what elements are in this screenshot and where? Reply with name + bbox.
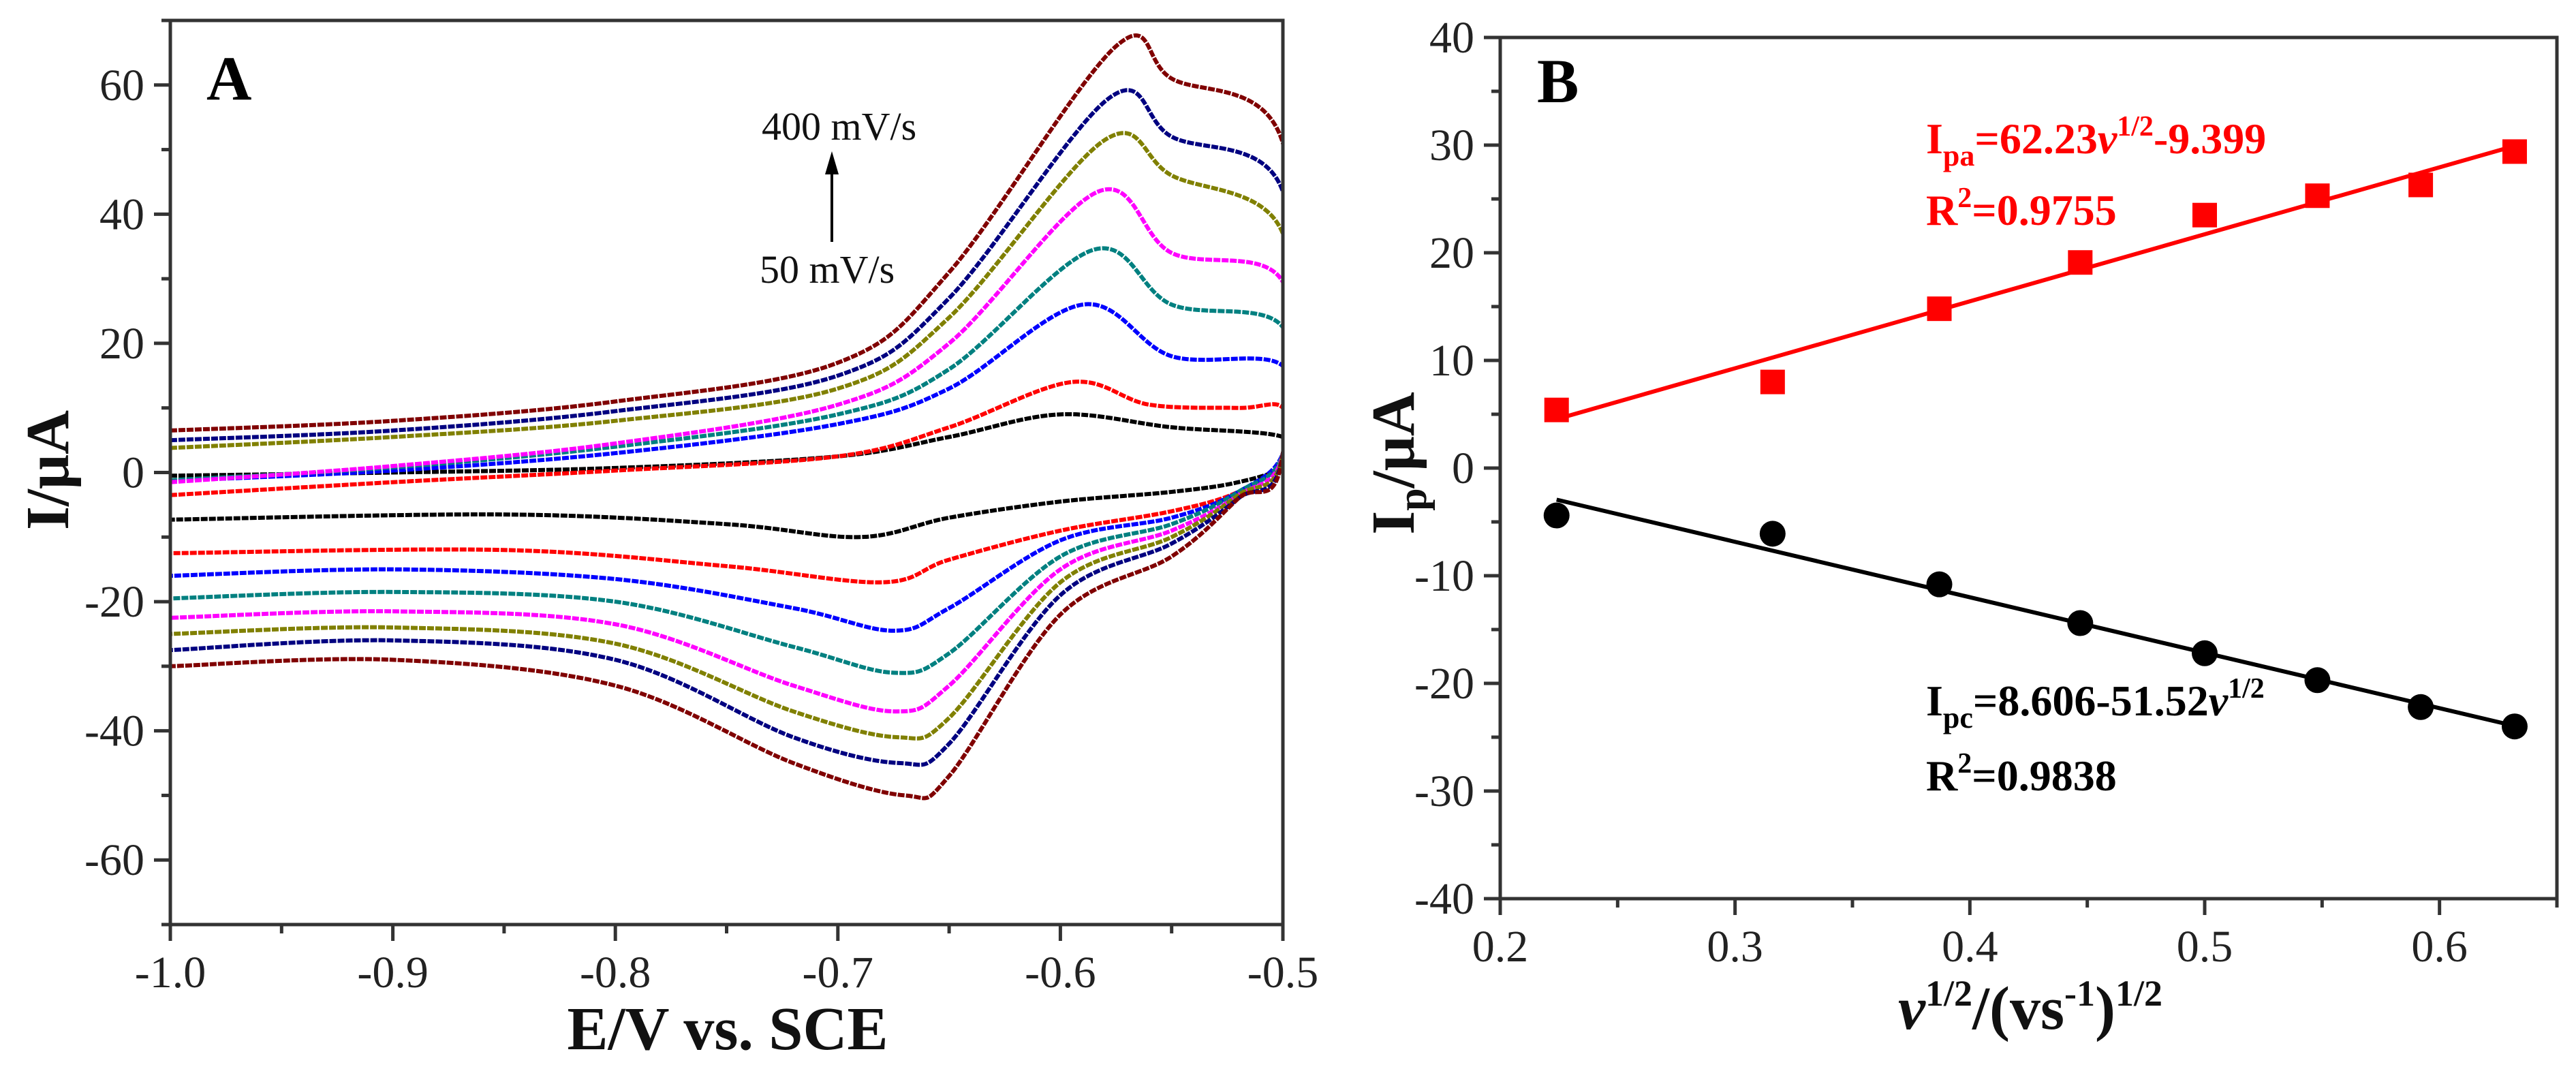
cathodic-peak-point — [2067, 610, 2094, 636]
scan-rate-min-label: 50 mV/s — [760, 247, 895, 292]
anodic-peak-point — [1544, 397, 1569, 422]
cv-curve-3 — [170, 302, 1283, 633]
y-tick-label: 60 — [99, 61, 144, 110]
arrow-up-icon — [825, 151, 839, 242]
panel-b: 0.2 0.3 0.4 0.5 0.6 -40 -30 -20 -10 0 10 20 30 40 B I… — [1360, 13, 2559, 1042]
y-tick-label: -40 — [84, 707, 144, 756]
cathodic-peak-point — [2501, 713, 2528, 740]
y-axis-title-b: Ip/μA — [1360, 392, 1435, 534]
anodic-peak-point — [2408, 172, 2434, 198]
cv-curve-4 — [170, 246, 1283, 675]
anodic-r-squared: R2=0.9755 — [1926, 183, 2117, 234]
anodic-peak-point — [2305, 183, 2330, 208]
cathodic-peak-point — [1926, 571, 1953, 598]
x-tick-label: 0.4 — [1942, 922, 1998, 972]
x-tick-label: -1.0 — [135, 948, 206, 997]
panel-label-a: A — [206, 44, 251, 113]
axis-ticks-a: -1.0 -0.9 -0.8 -0.7 -0.6 -0.5 -60 -40 -20 0 20 40 60 — [84, 18, 1318, 997]
anodic-peak-point — [2502, 139, 2527, 164]
cathodic-peak-point — [2192, 640, 2218, 666]
cathodic-fit-line — [1556, 497, 2515, 728]
x-tick-label: 0.3 — [1707, 922, 1763, 972]
y-tick-label: -30 — [1414, 766, 1474, 816]
y-tick-label: -60 — [84, 835, 144, 885]
y-tick-label: -10 — [1414, 551, 1474, 601]
x-axis-title-a: E/V vs. SCE — [567, 995, 888, 1063]
anodic-peak-point — [1927, 296, 1952, 322]
cv-curve-2 — [170, 379, 1283, 585]
cathodic-peak-point — [1759, 521, 1786, 547]
y-tick-label: -40 — [1414, 874, 1474, 924]
cv-curve-5 — [170, 187, 1283, 714]
x-tick-label: -0.9 — [357, 948, 428, 997]
y-tick-label: 40 — [1429, 13, 1474, 63]
cv-curves — [170, 33, 1283, 801]
y-tick-label: 20 — [1429, 228, 1474, 278]
y-tick-label: 0 — [122, 448, 144, 498]
x-axis-title-b: v1/2/(vs-1)1/2 — [1898, 973, 2162, 1042]
x-tick-label: 0.2 — [1472, 922, 1529, 972]
panel-a: -1.0 -0.9 -0.8 -0.7 -0.6 -0.5 -60 -40 -20 0 20 40 60… — [14, 18, 1318, 1063]
cv-curve-6 — [170, 131, 1283, 741]
x-tick-label: -0.6 — [1025, 948, 1096, 997]
panel-label-b: B — [1537, 46, 1579, 116]
scan-rate-max-label: 400 mV/s — [762, 104, 916, 149]
y-tick-label: 0 — [1452, 444, 1474, 493]
anodic-peak-point — [2192, 202, 2217, 228]
anodic-peak-point — [2068, 250, 2093, 275]
axis-ticks-b: 0.2 0.3 0.4 0.5 0.6 -40 -30 -20 -10 0 10 20 30 40 — [1414, 13, 2559, 972]
y-tick-label: 10 — [1429, 336, 1474, 386]
x-tick-label: 0.6 — [2411, 922, 2468, 972]
x-tick-label: 0.5 — [2177, 922, 2233, 972]
anodic-fit-line — [1555, 144, 2515, 422]
cathodic-peak-point — [1543, 502, 1570, 529]
cathodic-peak-point — [2304, 667, 2331, 694]
y-tick-label: 40 — [99, 189, 144, 239]
cv-curve-8 — [170, 33, 1283, 801]
cathodic-r-squared: R2=0.9838 — [1926, 748, 2117, 800]
anodic-peak-point — [1760, 369, 1785, 394]
y-tick-label: 30 — [1429, 121, 1474, 170]
y-tick-label: 20 — [99, 319, 144, 369]
cathodic-peak-point — [2408, 694, 2434, 720]
cathodic-equation: Ipc=8.606-51.52v1/2 — [1926, 673, 2265, 734]
y-axis-title-a: I/μA — [14, 410, 82, 530]
cv-curve-7 — [170, 88, 1283, 767]
scatter-and-fits — [1543, 139, 2528, 740]
cv-curve-1 — [170, 412, 1283, 540]
x-tick-label: -0.8 — [580, 948, 651, 997]
y-tick-label: -20 — [84, 577, 144, 627]
anodic-equation: Ipa=62.23v1/2-9.399 — [1926, 111, 2266, 172]
y-tick-label: -20 — [1414, 659, 1474, 709]
x-tick-label: -0.5 — [1247, 948, 1318, 997]
x-tick-label: -0.7 — [803, 948, 873, 997]
